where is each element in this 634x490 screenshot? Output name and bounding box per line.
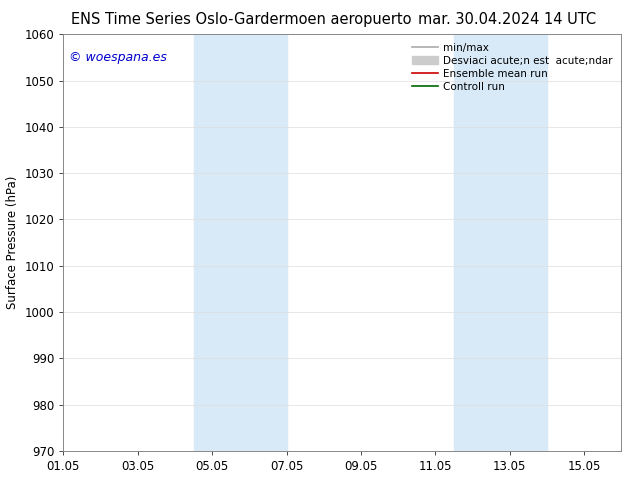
Bar [454, 34, 547, 451]
Bar [193, 34, 287, 451]
Text: ENS Time Series Oslo-Gardermoen aeropuerto: ENS Time Series Oslo-Gardermoen aeropuer… [70, 12, 411, 27]
Text: mar. 30.04.2024 14 UTC: mar. 30.04.2024 14 UTC [418, 12, 596, 27]
Legend: min/max, Desviaci acute;n est  acute;ndar, Ensemble mean run, Controll run: min/max, Desviaci acute;n est acute;ndar… [409, 40, 616, 95]
Y-axis label: Surface Pressure (hPa): Surface Pressure (hPa) [6, 176, 19, 309]
Text: © woespana.es: © woespana.es [69, 51, 167, 64]
